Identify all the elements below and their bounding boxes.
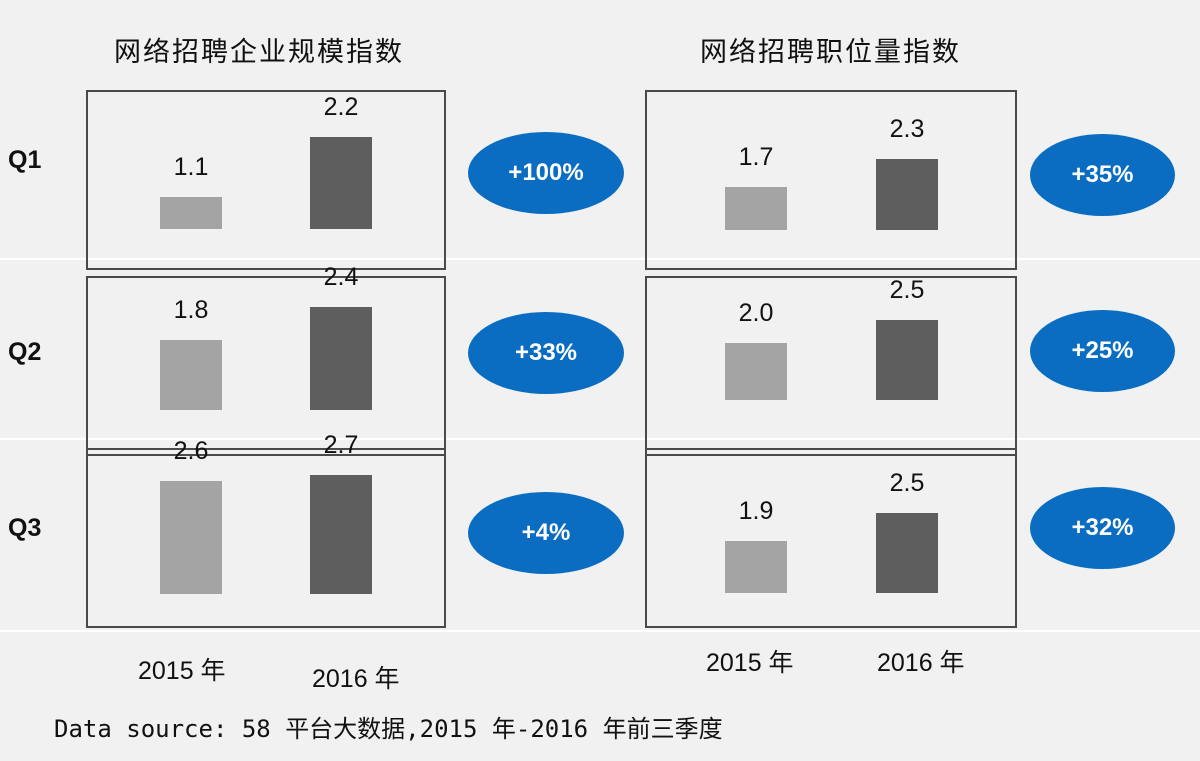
bar-2016 xyxy=(876,513,938,593)
bar-value-label: 2.3 xyxy=(889,115,925,143)
bar-2015 xyxy=(160,481,222,594)
bar-2016 xyxy=(310,137,372,229)
bar-value-label: 2.4 xyxy=(323,263,359,291)
bar-2016 xyxy=(310,475,372,594)
bar-value-label: 1.7 xyxy=(738,143,774,171)
growth-bubble: +35% xyxy=(1030,134,1175,216)
bar-value-label: 2.5 xyxy=(889,276,925,304)
x-tick-label: 2015 年 xyxy=(706,649,794,677)
growth-bubble: +33% xyxy=(468,312,624,394)
row-separator xyxy=(0,630,1200,632)
row-separator xyxy=(0,258,1200,260)
chart-panel-q1 xyxy=(86,90,446,270)
bar-value-label: 2.6 xyxy=(173,437,209,465)
bar-value-label: 1.1 xyxy=(173,153,209,181)
chart-panel-q3 xyxy=(86,448,446,628)
bar-value-label: 1.9 xyxy=(738,497,774,525)
bar-value-label: 2.0 xyxy=(738,299,774,327)
bar-value-label: 2.5 xyxy=(889,469,925,497)
bar-2015 xyxy=(160,340,222,410)
bar-2016 xyxy=(876,159,938,230)
bar-2015 xyxy=(725,187,787,230)
bar-2016 xyxy=(876,320,938,400)
chart-title-left: 网络招聘企业规模指数 xyxy=(114,37,404,68)
growth-bubble: +100% xyxy=(468,132,624,214)
chart-panel-q1 xyxy=(645,90,1017,270)
row-label-q3: Q3 xyxy=(8,514,42,542)
x-tick-label: 2016 年 xyxy=(312,665,400,693)
chart-panel-q2 xyxy=(86,276,446,456)
chart-panel-q2 xyxy=(645,276,1017,456)
growth-bubble: +32% xyxy=(1030,487,1175,569)
bar-2015 xyxy=(725,343,787,400)
bar-value-label: 2.2 xyxy=(323,93,359,121)
row-label-q1: Q1 xyxy=(8,146,42,174)
bar-2015 xyxy=(160,197,222,229)
chart-title-right: 网络招聘职位量指数 xyxy=(700,37,961,68)
row-label-q2: Q2 xyxy=(8,338,42,366)
growth-bubble: +25% xyxy=(1030,310,1175,392)
bar-2015 xyxy=(725,541,787,593)
data-source-note: Data source: 58 平台大数据,2015 年-2016 年前三季度 xyxy=(54,715,723,743)
chart-panel-q3 xyxy=(645,448,1017,628)
row-separator xyxy=(0,438,1200,440)
bar-value-label: 1.8 xyxy=(173,296,209,324)
x-tick-label: 2015 年 xyxy=(138,657,226,685)
bar-2016 xyxy=(310,307,372,410)
bar-value-label: 2.7 xyxy=(323,431,359,459)
growth-bubble: +4% xyxy=(468,492,624,574)
x-tick-label: 2016 年 xyxy=(877,649,965,677)
